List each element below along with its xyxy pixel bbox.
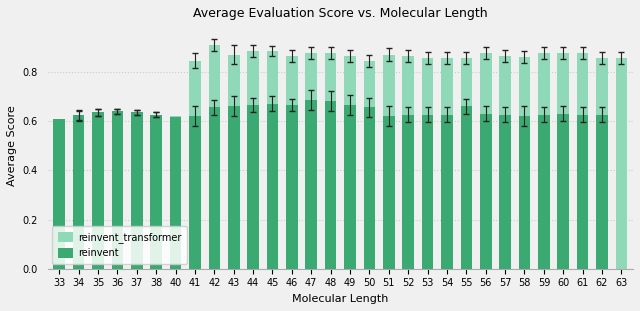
Bar [422,115,433,269]
Bar [305,53,317,269]
Bar [92,112,104,269]
Bar [209,45,220,269]
Bar [461,58,472,269]
X-axis label: Molecular Length: Molecular Length [292,294,388,304]
Bar [267,104,278,269]
Bar [596,115,608,269]
Bar [383,116,395,269]
Bar [441,58,452,269]
Bar [209,108,220,269]
Bar [247,51,259,269]
Bar [422,58,433,269]
Bar [364,108,375,269]
Bar [189,61,201,269]
Bar [305,100,317,269]
Bar [170,117,181,269]
Bar [228,106,239,269]
Bar [480,114,492,269]
Bar [92,112,104,269]
Bar [499,115,511,269]
Bar [131,112,143,269]
Bar [383,54,395,269]
Bar [73,115,84,269]
Bar [73,116,84,269]
Bar [596,58,608,269]
Bar [403,115,414,269]
Bar [131,112,143,269]
Bar [111,111,124,269]
Bar [441,115,452,269]
Bar [325,101,337,269]
Bar [53,118,65,269]
Bar [189,116,201,269]
Bar [403,56,414,269]
Bar [286,56,298,269]
Bar [170,116,181,269]
Bar [616,58,627,269]
Bar [344,105,356,269]
Bar [577,115,588,269]
Bar [538,115,550,269]
Bar [518,116,531,269]
Bar [538,53,550,269]
Bar [518,57,531,269]
Bar [111,111,124,269]
Bar [557,114,569,269]
Bar [53,118,65,269]
Bar [461,106,472,269]
Bar [325,53,337,269]
Bar [557,53,569,269]
Bar [480,53,492,269]
Bar [344,56,356,269]
Bar [150,115,162,269]
Bar [228,54,239,269]
Title: Average Evaluation Score vs. Molecular Length: Average Evaluation Score vs. Molecular L… [193,7,488,20]
Bar [364,61,375,269]
Bar [286,105,298,269]
Bar [267,51,278,269]
Bar [150,115,162,269]
Y-axis label: Average Score: Average Score [7,105,17,186]
Bar [247,105,259,269]
Bar [577,53,588,269]
Bar [499,56,511,269]
Legend: reinvent_transformer, reinvent: reinvent_transformer, reinvent [52,226,187,264]
